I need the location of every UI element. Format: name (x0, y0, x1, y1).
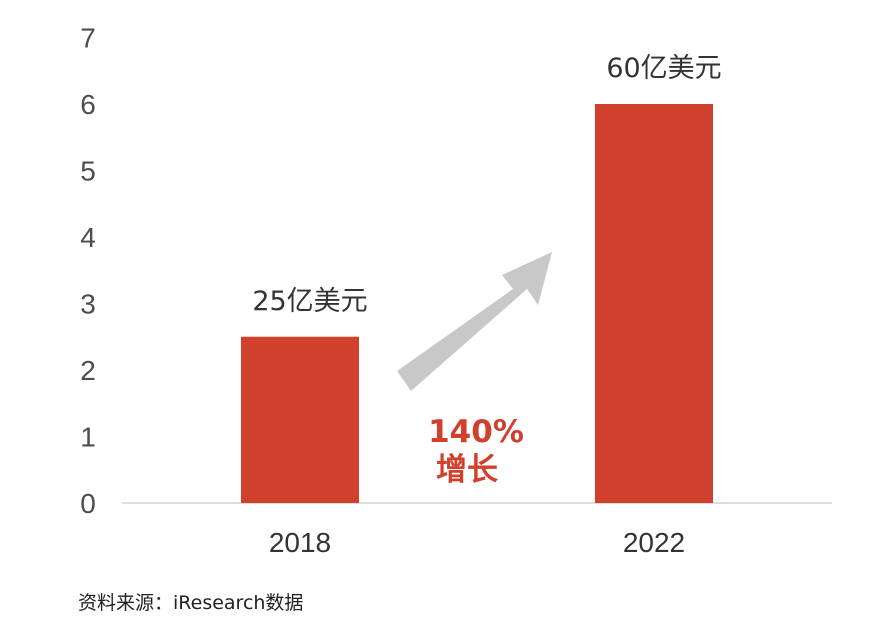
bar-2018 (241, 336, 359, 503)
y-tick-label: 1 (80, 422, 96, 453)
growth-percent-label: 140% (428, 414, 524, 450)
y-tick-label: 2 (80, 355, 96, 386)
x-category-label: 2022 (623, 527, 685, 558)
data-labels: 25亿美元 60亿美元 (252, 53, 721, 317)
y-tick-label: 0 (80, 488, 96, 519)
bar-value-label: 25亿美元 (252, 286, 367, 317)
y-tick-label: 5 (80, 156, 96, 187)
bar-2022 (595, 104, 713, 503)
y-axis-ticks: 0 1 2 3 4 5 6 7 (80, 23, 96, 520)
y-tick-label: 6 (80, 89, 96, 120)
x-category-label: 2018 (269, 527, 331, 558)
bars (241, 104, 713, 503)
growth-text-label: 增长 (436, 452, 498, 488)
bar-value-label: 60亿美元 (606, 53, 721, 84)
y-tick-label: 4 (80, 222, 96, 253)
category-labels: 2018 2022 (269, 527, 685, 558)
y-tick-label: 3 (80, 289, 96, 320)
y-tick-label: 7 (80, 23, 96, 54)
growth-arrow-icon (397, 252, 552, 391)
source-note: 资料来源：iResearch数据 (78, 592, 304, 614)
